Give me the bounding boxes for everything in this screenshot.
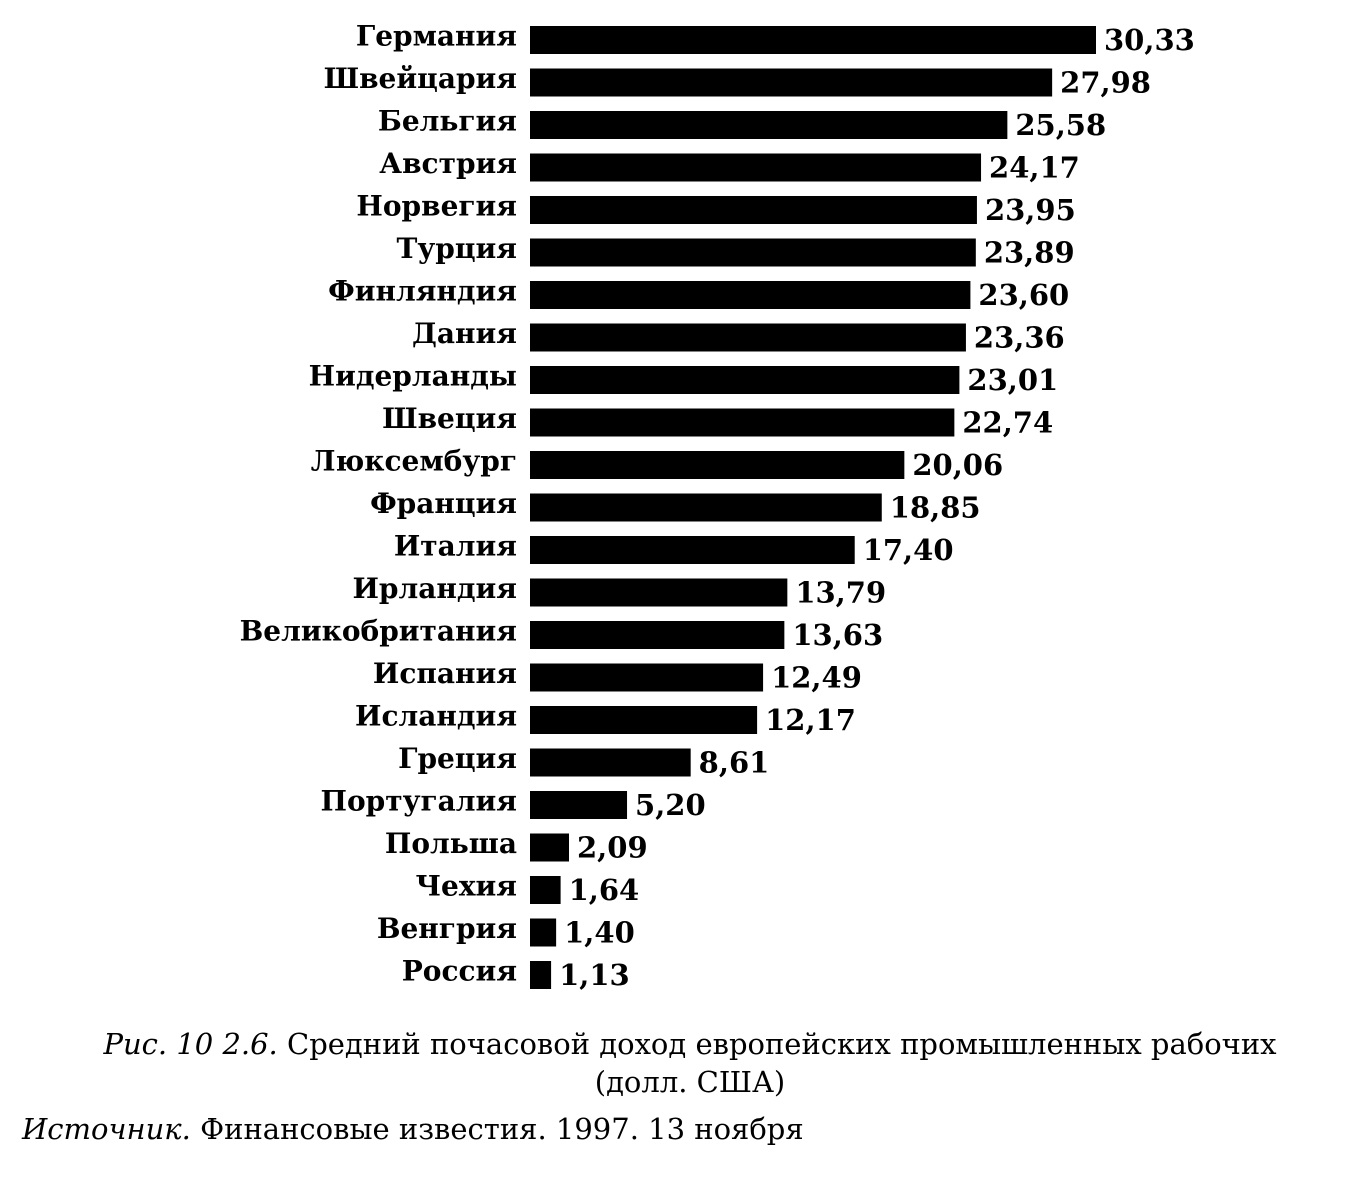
bar <box>530 876 561 904</box>
bar <box>530 153 982 182</box>
value-label: 5,20 <box>635 788 706 822</box>
category-label: Австрия <box>379 147 517 180</box>
category-label: Нидерланды <box>309 360 517 393</box>
value-label: 12,49 <box>771 661 862 695</box>
category-label: Италия <box>394 530 517 563</box>
bar <box>530 323 966 352</box>
bar <box>530 366 960 394</box>
bar <box>530 791 628 819</box>
category-label: Венгрия <box>377 912 517 945</box>
category-label: Ирландия <box>352 572 517 605</box>
value-label: 23,95 <box>985 193 1076 227</box>
category-label: Финляндия <box>328 275 517 308</box>
bar <box>530 961 552 989</box>
bar <box>530 706 758 734</box>
category-label: Исландия <box>355 700 517 733</box>
value-label: 8,61 <box>699 746 770 780</box>
bar <box>530 196 977 224</box>
bar <box>530 918 557 947</box>
bar <box>530 493 882 522</box>
value-label: 30,33 <box>1104 23 1195 57</box>
category-label: Великобритания <box>240 615 517 648</box>
value-label: 24,17 <box>989 151 1080 185</box>
category-label: Греция <box>398 742 517 775</box>
bar <box>530 68 1053 97</box>
category-label: Испания <box>373 657 517 690</box>
category-label: Турция <box>397 232 517 265</box>
bar <box>530 26 1096 54</box>
category-label: Люксембург <box>311 445 517 478</box>
bar <box>530 281 971 309</box>
value-label: 13,63 <box>792 618 883 652</box>
bar <box>530 451 905 479</box>
category-label: Норвегия <box>356 190 517 223</box>
bar <box>530 578 788 607</box>
value-label: 23,01 <box>967 363 1058 397</box>
value-label: 23,60 <box>978 278 1069 312</box>
value-label: 12,17 <box>765 703 856 737</box>
value-label: 25,58 <box>1015 108 1106 142</box>
figure-label: Рис. 10 2.6. <box>103 1027 278 1061</box>
figure-caption: Рис. 10 2.6. Средний почасовой доход евр… <box>90 1025 1290 1101</box>
source-label: Источник. <box>22 1112 191 1146</box>
bar <box>530 111 1008 139</box>
category-label: Чехия <box>415 870 517 903</box>
category-label: Швейцария <box>324 62 517 95</box>
bar-chart: Германия 30,33 Швейцария 27,98 Бельгия 25,58 А… <box>240 20 1195 993</box>
value-label: 1,13 <box>559 958 630 992</box>
bar <box>530 238 976 267</box>
category-label: Россия <box>402 955 517 988</box>
source-text: Финансовые известия. 1997. 13 ноября <box>200 1112 804 1146</box>
value-label: 1,40 <box>564 916 635 950</box>
value-label: 17,40 <box>863 533 954 567</box>
value-label: 2,09 <box>577 831 648 865</box>
category-label: Франция <box>370 487 517 520</box>
category-label: Польша <box>385 827 517 860</box>
figure-caption-text: Средний почасовой доход европейских пром… <box>287 1027 1277 1099</box>
value-label: 27,98 <box>1060 66 1151 100</box>
bar <box>530 748 691 777</box>
value-label: 23,36 <box>974 321 1065 355</box>
bar <box>530 536 855 564</box>
value-label: 22,74 <box>962 406 1053 440</box>
bar <box>530 833 570 862</box>
value-label: 18,85 <box>890 491 981 525</box>
category-label: Португалия <box>321 785 517 818</box>
value-label: 1,64 <box>569 873 640 907</box>
value-label: 13,79 <box>795 576 886 610</box>
bar <box>530 408 955 437</box>
category-label: Дания <box>412 317 517 350</box>
value-label: 23,89 <box>984 236 1075 270</box>
category-label: Германия <box>356 20 517 53</box>
value-label: 20,06 <box>912 448 1003 482</box>
category-label: Швеция <box>382 402 517 435</box>
bar <box>530 621 785 649</box>
category-label: Бельгия <box>378 105 517 138</box>
bar <box>530 663 764 692</box>
source-note: Источник. Финансовые известия. 1997. 13 … <box>22 1110 804 1148</box>
